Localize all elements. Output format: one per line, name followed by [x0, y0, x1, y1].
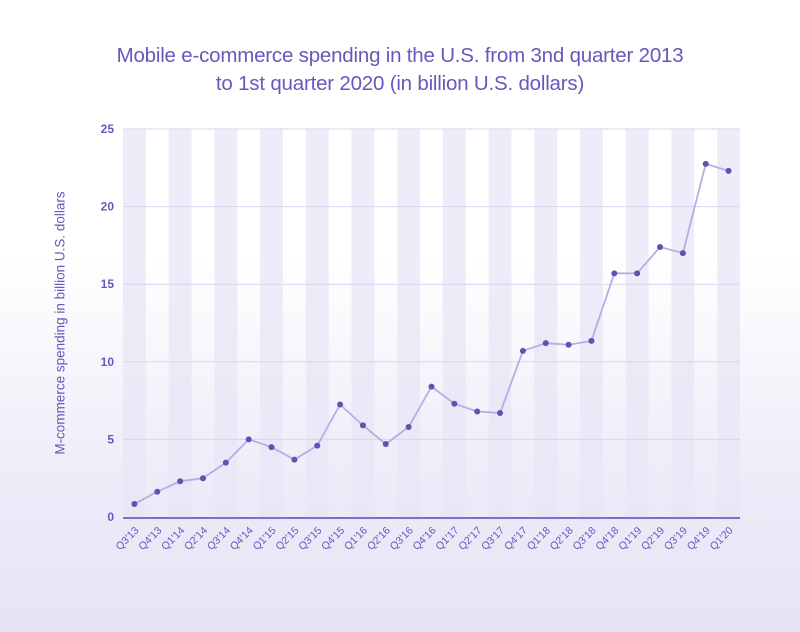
- x-tick-label: Q1'14: [159, 525, 187, 553]
- column-stripe: [260, 129, 283, 517]
- data-point: [519, 347, 526, 354]
- data-point: [337, 401, 344, 408]
- x-tick-label: Q3'18: [571, 525, 599, 553]
- x-tick-label: Q4'14: [228, 525, 256, 553]
- data-point: [222, 459, 229, 466]
- x-tick-label: Q2'16: [365, 525, 393, 553]
- column-stripes: [123, 129, 740, 517]
- x-tick-label: Q1'15: [251, 525, 279, 553]
- x-tick-label: Q4'19: [685, 525, 713, 553]
- x-tick-label: Q1'19: [616, 525, 644, 553]
- column-stripe: [580, 129, 603, 517]
- data-point: [154, 488, 161, 495]
- data-point: [702, 160, 709, 167]
- y-tick-label: 0: [107, 510, 114, 524]
- x-tick-label: Q3'13: [113, 525, 141, 553]
- x-tick-label: Q2'17: [456, 525, 484, 553]
- data-point: [428, 383, 435, 390]
- x-tick-label: Q4'17: [502, 525, 530, 553]
- data-point: [542, 340, 549, 347]
- x-tick-label: Q2'14: [182, 525, 210, 553]
- x-tick-label: Q1'20: [708, 525, 736, 553]
- x-tick-label: Q3'15: [296, 525, 324, 553]
- column-stripe: [488, 129, 512, 517]
- chart-title: Mobile e-commerce spending in the U.S. f…: [0, 42, 800, 98]
- data-series: [131, 160, 732, 507]
- y-tick-label: 15: [101, 277, 115, 291]
- data-point: [268, 444, 275, 451]
- x-tick-label: Q3'14: [205, 525, 233, 553]
- data-point: [177, 478, 184, 485]
- x-tick-labels: Q3'13Q4'13Q1'14Q2'14Q3'14Q4'14Q1'15Q2'15…: [113, 525, 735, 553]
- data-point: [451, 400, 458, 407]
- data-point: [611, 270, 618, 277]
- column-stripe: [351, 129, 375, 517]
- y-tick-label: 5: [107, 432, 114, 446]
- column-stripe: [625, 129, 649, 517]
- data-point: [634, 270, 641, 277]
- chart-title-line-1: Mobile e-commerce spending in the U.S. f…: [116, 44, 684, 67]
- data-point: [382, 441, 389, 448]
- data-point: [657, 243, 664, 250]
- x-tick-label: Q1'16: [342, 525, 370, 553]
- x-tick-label: Q4'18: [593, 525, 621, 553]
- column-stripe: [534, 129, 558, 517]
- grid-lines: [123, 128, 740, 519]
- y-tick-label: 25: [101, 122, 115, 136]
- column-stripe: [397, 129, 421, 517]
- data-point: [199, 475, 206, 482]
- data-point: [405, 423, 412, 430]
- column-stripe: [123, 129, 146, 517]
- column-stripe: [305, 129, 329, 517]
- data-point: [291, 456, 298, 463]
- data-point: [245, 436, 252, 443]
- y-tick-label: 20: [101, 200, 115, 214]
- data-point: [359, 422, 366, 429]
- x-tick-label: Q4'15: [319, 525, 347, 553]
- x-tick-label: Q2'18: [548, 525, 576, 553]
- column-stripe: [442, 129, 466, 517]
- column-stripe: [671, 129, 695, 517]
- x-tick-label: Q3'19: [662, 525, 690, 553]
- column-stripe: [717, 129, 740, 517]
- column-stripe: [214, 129, 238, 517]
- data-point: [314, 442, 321, 449]
- y-tick-labels: 0 5 10 15 20 25: [101, 122, 115, 524]
- y-tick-label: 10: [101, 355, 115, 369]
- x-tick-label: Q2'19: [639, 525, 667, 553]
- x-tick-label: Q4'16: [411, 525, 439, 553]
- data-point: [588, 337, 595, 344]
- x-tick-label: Q1'17: [433, 525, 461, 553]
- data-point: [679, 250, 686, 257]
- x-tick-label: Q2'15: [273, 525, 301, 553]
- x-tick-label: Q3'16: [388, 525, 416, 553]
- data-point: [131, 500, 138, 507]
- data-point: [497, 410, 504, 417]
- x-tick-label: Q3'17: [479, 525, 507, 553]
- data-point: [565, 341, 572, 348]
- column-stripe: [168, 129, 192, 517]
- chart-title-line-2: to 1st quarter 2020 (in billion U.S. dol…: [215, 72, 585, 95]
- data-point: [474, 408, 481, 415]
- x-tick-label: Q4'13: [136, 525, 164, 553]
- data-point: [725, 167, 732, 174]
- x-tick-label: Q1'18: [525, 525, 553, 553]
